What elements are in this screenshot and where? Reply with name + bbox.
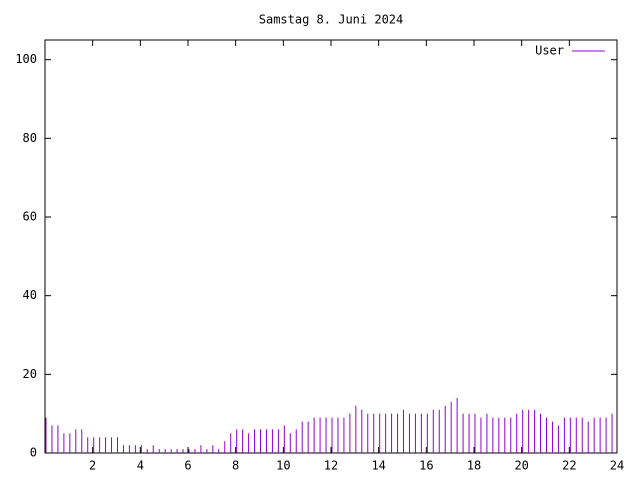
x-tick-label: 4	[137, 459, 144, 473]
x-tick-label: 10	[276, 459, 290, 473]
x-tick-label: 22	[562, 459, 576, 473]
x-tick-label: 6	[184, 459, 191, 473]
x-tick-label: 2	[89, 459, 96, 473]
chart-title: Samstag 8. Juni 2024	[259, 13, 404, 27]
x-tick-label: 24	[610, 459, 624, 473]
y-tick-label: 100	[15, 52, 37, 66]
y-tick-label: 80	[23, 131, 37, 145]
x-tick-label: 16	[419, 459, 433, 473]
x-tick-label: 12	[324, 459, 338, 473]
y-tick-label: 40	[23, 288, 37, 302]
x-tick-label: 8	[232, 459, 239, 473]
y-tick-label: 20	[23, 367, 37, 381]
x-tick-label: 18	[467, 459, 481, 473]
y-tick-label: 0	[30, 446, 37, 460]
x-tick-label: 20	[514, 459, 528, 473]
y-tick-label: 60	[23, 210, 37, 224]
x-tick-label: 14	[371, 459, 385, 473]
legend-label: User	[535, 44, 564, 58]
